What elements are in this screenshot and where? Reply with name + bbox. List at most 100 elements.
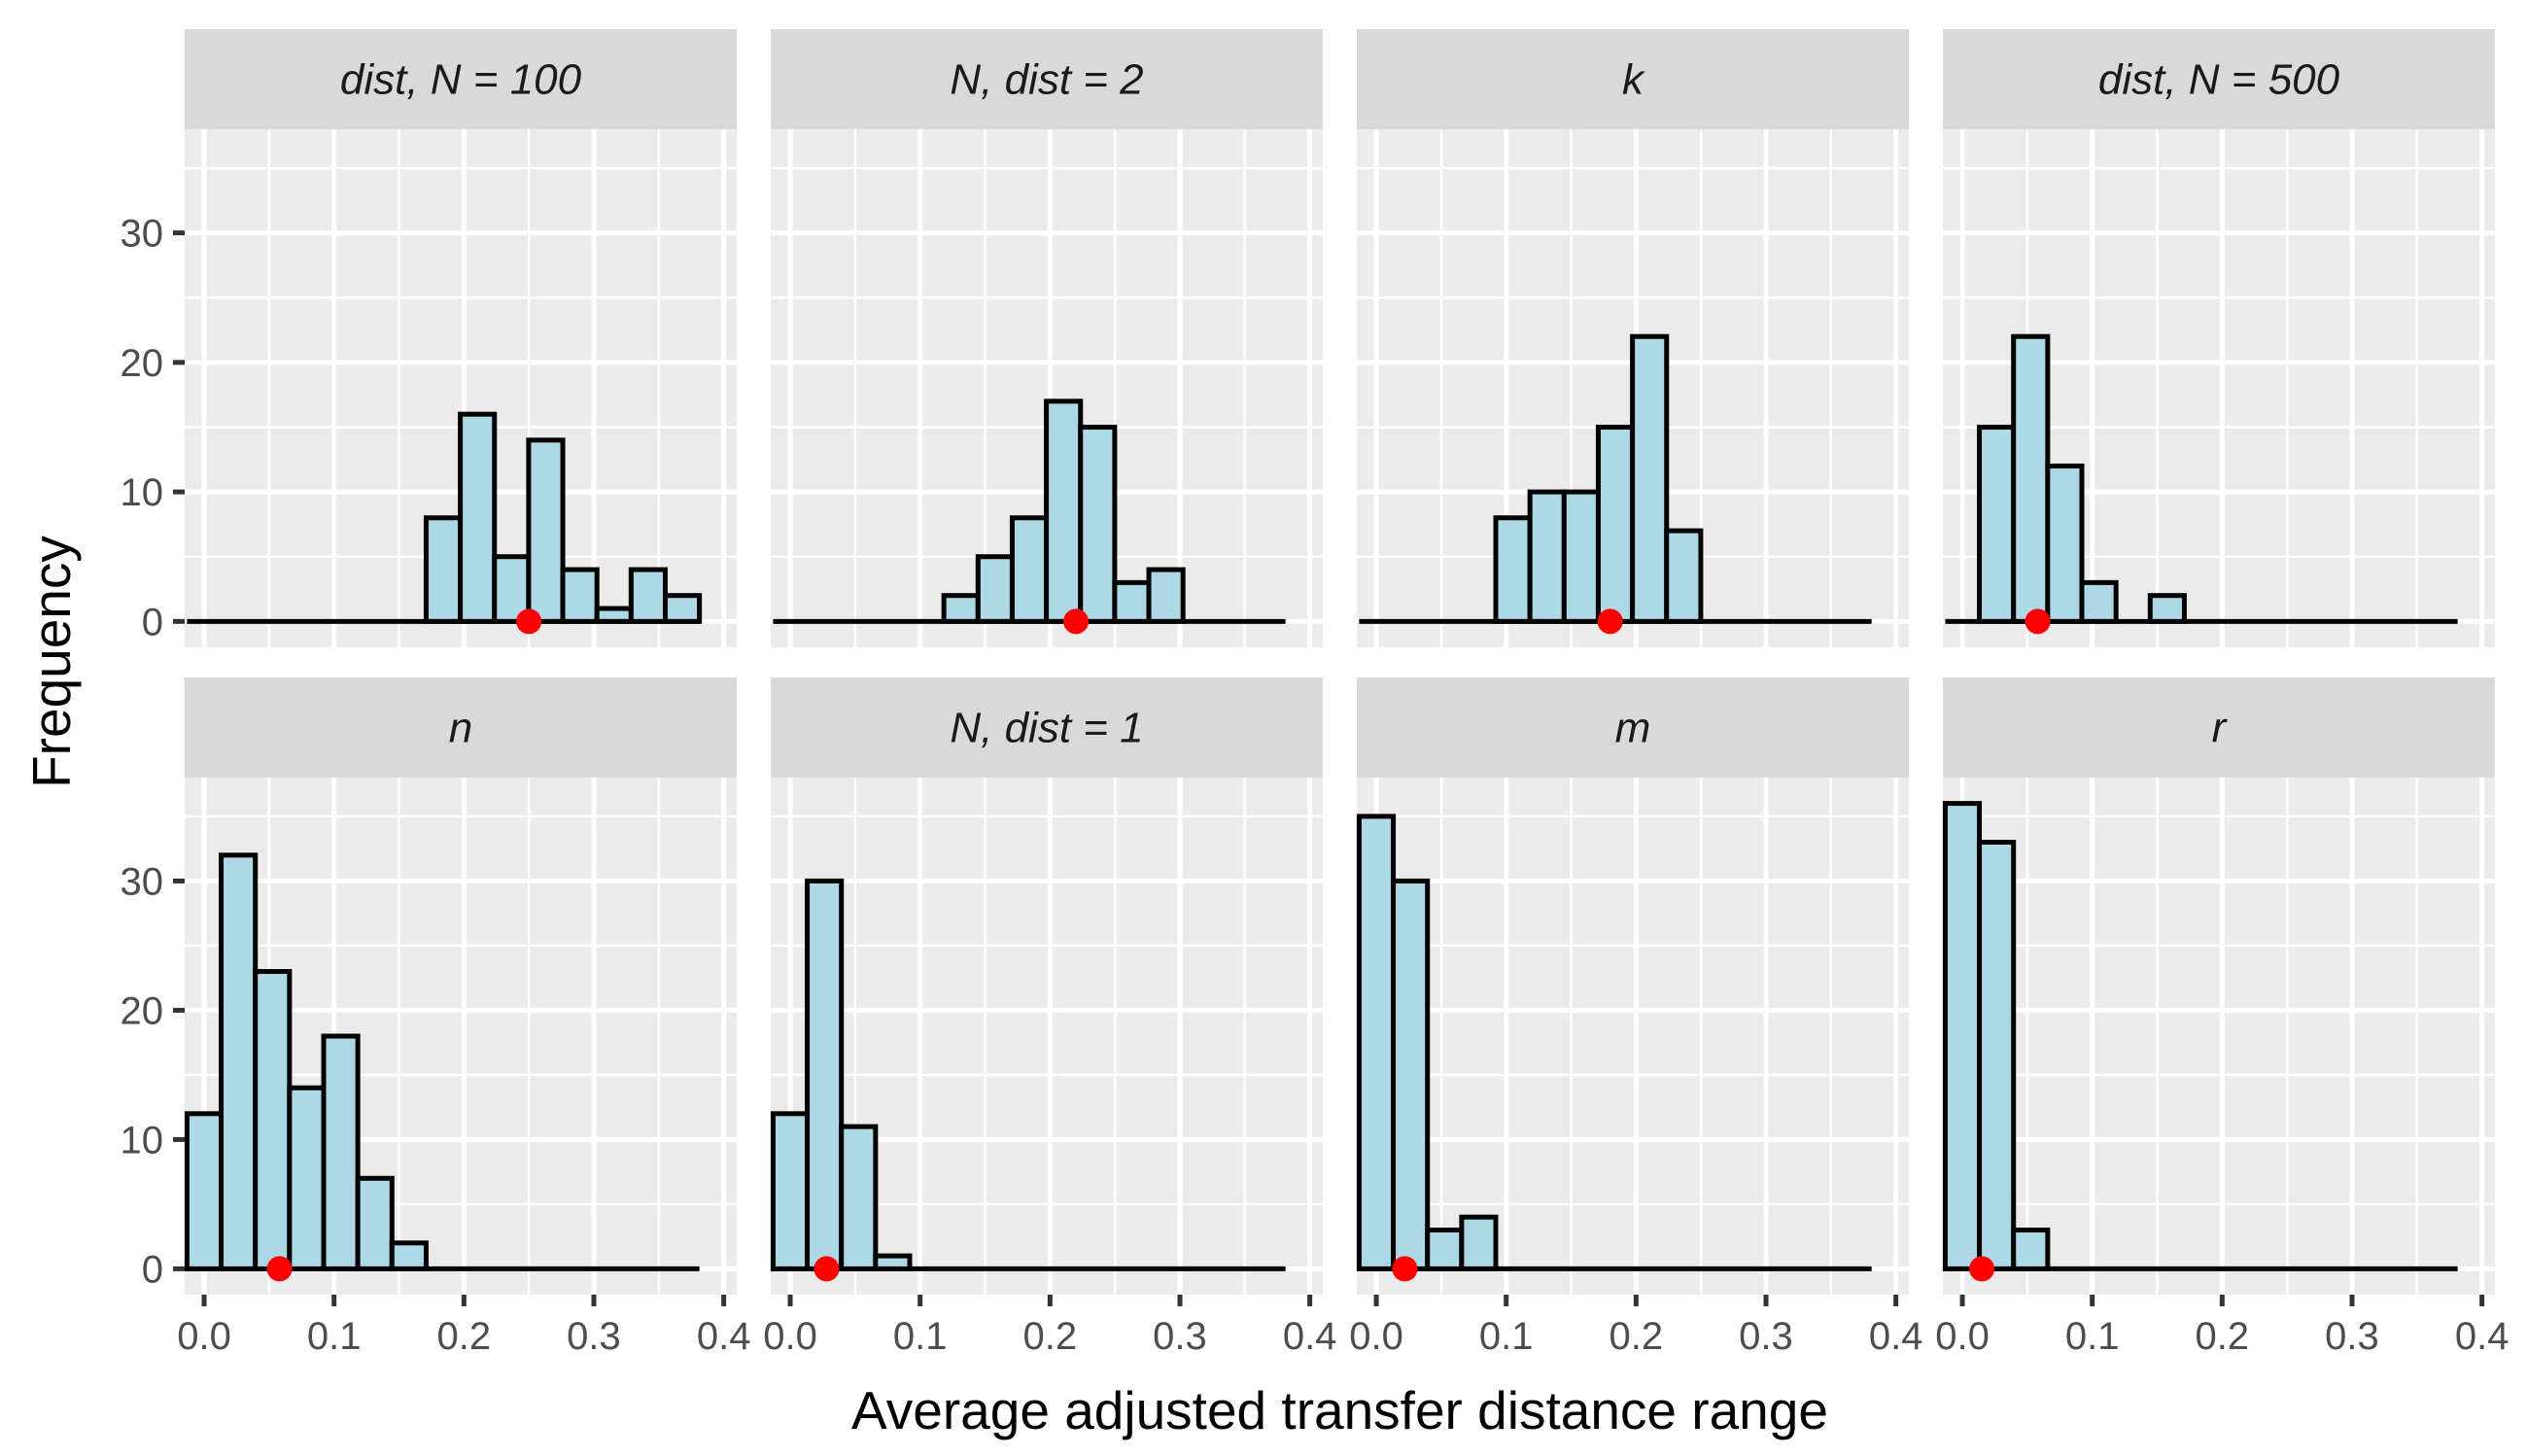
facet-strip bbox=[1943, 677, 2495, 778]
facet-strip bbox=[1357, 677, 1909, 778]
facet-strip-label: k bbox=[1622, 56, 1645, 104]
histogram-bar bbox=[184, 1111, 225, 1271]
mean-marker bbox=[813, 1256, 840, 1282]
y-tick-label: 30 bbox=[121, 860, 164, 903]
x-tick-label: 0.3 bbox=[567, 1315, 621, 1358]
x-tick-label: 0.4 bbox=[1869, 1315, 1923, 1358]
mean-marker bbox=[1392, 1256, 1418, 1282]
facet-strip-label: N, dist = 1 bbox=[950, 705, 1143, 752]
histogram-bar bbox=[219, 852, 259, 1271]
x-tick-label: 0.2 bbox=[2196, 1315, 2250, 1358]
histogram-bar bbox=[594, 606, 634, 624]
facet-strip bbox=[185, 29, 737, 129]
histogram-bar bbox=[1146, 567, 1186, 624]
y-tick-label: 0 bbox=[142, 1248, 163, 1291]
histogram-bar bbox=[628, 567, 668, 624]
histogram-bar bbox=[1527, 489, 1567, 624]
y-tick-label: 0 bbox=[142, 601, 163, 643]
histogram-bar bbox=[770, 1111, 811, 1271]
histogram-bar bbox=[1664, 528, 1704, 624]
histogram-bar bbox=[839, 1124, 879, 1271]
histogram-bar bbox=[423, 515, 464, 624]
histogram-bar bbox=[662, 593, 703, 624]
histogram-bar bbox=[1561, 489, 1601, 624]
x-tick-label: 0.1 bbox=[1479, 1315, 1534, 1358]
histogram-bar bbox=[1977, 840, 2017, 1271]
histogram-bar bbox=[355, 1175, 395, 1271]
facet-panel-6: N, dist = 1 bbox=[770, 677, 1323, 1295]
mean-marker bbox=[516, 608, 542, 635]
x-tick-label: 0.0 bbox=[1349, 1315, 1403, 1358]
facet-panel-2: N, dist = 2 bbox=[771, 29, 1323, 647]
x-tick-label: 0.3 bbox=[2325, 1315, 2379, 1358]
histogram-bar bbox=[560, 567, 600, 624]
x-tick-label: 0.0 bbox=[1935, 1315, 1990, 1358]
histogram-bar bbox=[1391, 878, 1431, 1271]
histogram-bar bbox=[1078, 424, 1118, 624]
y-tick-label: 20 bbox=[121, 342, 164, 385]
x-tick-label: 0.3 bbox=[1739, 1315, 1793, 1358]
facet-panel-1: dist, N = 100 bbox=[185, 29, 737, 647]
histogram-bar bbox=[941, 593, 981, 624]
y-tick-label: 20 bbox=[121, 989, 164, 1032]
facet-panels: dist, N = 100 N, dist = 2 k dist, N = 500 n N… bbox=[184, 29, 2495, 1295]
histogram-bar bbox=[805, 878, 845, 1271]
facet-strip bbox=[771, 677, 1323, 778]
histogram-bar bbox=[873, 1253, 913, 1271]
x-tick-label: 0.1 bbox=[307, 1315, 362, 1358]
x-tick-label: 0.4 bbox=[2455, 1315, 2510, 1358]
panel-background bbox=[1943, 778, 2495, 1295]
facet-panel-3: k bbox=[1357, 29, 1909, 647]
y-tick-label: 10 bbox=[121, 1119, 164, 1161]
histogram-bar bbox=[321, 1033, 361, 1271]
mean-marker bbox=[1597, 608, 1623, 635]
facet-panel-4: dist, N = 500 bbox=[1943, 29, 2495, 647]
facet-strip-label: dist, N = 100 bbox=[340, 56, 582, 104]
facet-strip-label: r bbox=[2212, 705, 2229, 752]
histogram-bar bbox=[2045, 463, 2085, 624]
mean-marker bbox=[1063, 608, 1090, 635]
histogram-bar bbox=[1977, 424, 2017, 624]
y-axis-title: Frequency bbox=[21, 536, 82, 788]
histogram-bar bbox=[1595, 424, 1636, 624]
facet-strip bbox=[1357, 29, 1909, 129]
x-tick-label: 0.0 bbox=[763, 1315, 817, 1358]
histogram-bar bbox=[2011, 333, 2051, 624]
histogram-bar bbox=[287, 1085, 327, 1271]
histogram-bar bbox=[1009, 515, 1050, 624]
x-tick-label: 0.0 bbox=[177, 1315, 231, 1358]
x-tick-label: 0.1 bbox=[893, 1315, 948, 1358]
histogram-bar bbox=[1942, 801, 1983, 1271]
x-tick-label: 0.2 bbox=[1023, 1315, 1078, 1358]
histogram-bar bbox=[1356, 814, 1397, 1271]
facet-strip-label: dist, N = 500 bbox=[2098, 56, 2340, 104]
mean-marker bbox=[266, 1256, 293, 1282]
x-tick-label: 0.4 bbox=[1283, 1315, 1337, 1358]
histogram-bar bbox=[1425, 1228, 1465, 1271]
mean-marker bbox=[2025, 608, 2051, 635]
histogram-bar bbox=[1459, 1214, 1499, 1271]
histogram-bar bbox=[1630, 333, 1670, 624]
histogram-bar bbox=[1493, 515, 1533, 624]
x-tick-label: 0.4 bbox=[697, 1315, 751, 1358]
facet-panel-7: m bbox=[1356, 677, 1909, 1295]
histogram-bar bbox=[2147, 593, 2187, 624]
facet-strip bbox=[771, 29, 1323, 129]
x-tick-label: 0.3 bbox=[1153, 1315, 1207, 1358]
axes: 0 10 20 30 0 10 20 30 0.0 0.1 0.2 0.3 0.4 0.0 0.1 0.2 0.… bbox=[121, 213, 2510, 1358]
y-tick-label: 30 bbox=[121, 213, 164, 256]
histogram-bar bbox=[2079, 579, 2119, 624]
facet-panel-5: n bbox=[184, 677, 737, 1295]
histogram-bar bbox=[458, 411, 498, 624]
histogram-bar bbox=[389, 1240, 429, 1271]
x-tick-label: 0.1 bbox=[2065, 1315, 2120, 1358]
histogram-bar bbox=[1112, 579, 1152, 624]
mean-marker bbox=[1969, 1256, 1995, 1282]
histogram-bar bbox=[2011, 1228, 2051, 1271]
y-tick-label: 10 bbox=[121, 471, 164, 514]
histogram-bar bbox=[1044, 399, 1084, 624]
histogram-bar bbox=[526, 437, 566, 624]
facet-strip-label: N, dist = 2 bbox=[950, 56, 1143, 104]
histogram-bar bbox=[975, 554, 1015, 624]
